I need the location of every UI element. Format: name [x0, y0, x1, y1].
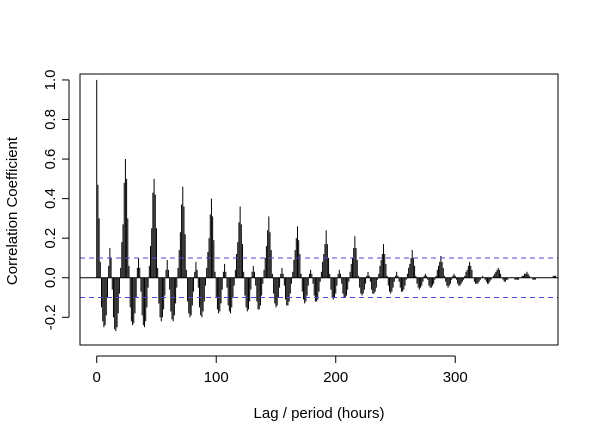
y-tick-label: 0.4: [42, 188, 59, 209]
x-axis-title: Lag / period (hours): [254, 405, 385, 422]
y-axis: -0.2 0.0 0.2 0.4 0.6 0.8 1.0: [42, 70, 70, 330]
x-tick-label: 100: [204, 369, 229, 386]
plot-frame: [79, 73, 559, 346]
y-tick-label: 0.0: [42, 267, 59, 288]
y-tick-label: 0.8: [42, 109, 59, 130]
x-axis: 0 100 200 300: [93, 355, 468, 386]
y-axis-title: Correlation Coefficient: [4, 136, 21, 285]
bars-layer: [96, 79, 557, 332]
y-tick-label: 0.2: [42, 228, 59, 249]
y-tick-label: 1.0: [42, 70, 59, 91]
x-tick-label: 300: [443, 369, 468, 386]
y-tick-label: -0.2: [42, 304, 59, 330]
y-tick-label: 0.6: [42, 149, 59, 170]
x-tick-label: 0: [93, 369, 101, 386]
x-tick-label: 200: [323, 369, 348, 386]
